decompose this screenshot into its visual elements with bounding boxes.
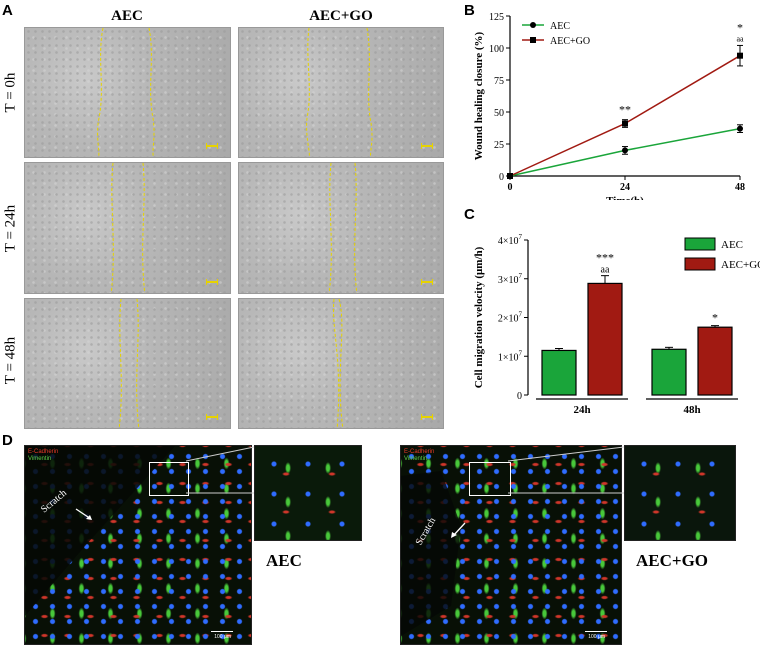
scratch-arrow-icon [75,508,92,520]
y-tick-label: 4×107 [498,233,523,247]
fluorescence-aec: E-Cadherin Vimentin Scratch 100 μm [24,445,252,645]
y-tick-label: 3×107 [498,272,523,286]
scale-bar-label: 100 μm [214,634,231,640]
caption-aec-go: AEC+GO [636,551,709,570]
legend-swatch [684,237,716,251]
significance-marker: aa [601,265,610,276]
column-header-aec: AEC [111,8,143,24]
x-tick-label: 24 [620,182,630,193]
panel-c-letter: C [464,206,475,223]
panel-b-letter: B [464,2,475,19]
caption-aec: AEC [266,551,302,570]
significance-marker: *** [596,251,614,265]
legend-marker [530,22,536,28]
row-header-0h: T = 0h [2,72,19,113]
x-tick-label: 48 [735,182,745,193]
y-tick-label: 100 [489,44,504,55]
significance-marker: * [712,311,718,325]
bar [587,282,623,396]
scratch-arrow-icon [451,522,466,538]
y-tick-label: 125 [489,12,504,23]
migration-velocity-chart: 0 1×107 2×107 3×107 4×107 Cell migration velo… [473,233,760,416]
x-tick-label: 48h [683,404,700,416]
panel-a-letter: A [2,2,13,19]
significance-marker: * [737,20,743,34]
legend-marker [530,37,536,43]
stain-label-vimentin: Vimentin [28,456,52,462]
zoom-box [469,462,511,496]
cell-staining-aec-zoom [255,446,361,540]
significance-marker: ** [619,103,631,117]
scale-bar [585,631,607,632]
bar [697,326,733,396]
data-point [507,173,513,179]
data-point [622,147,628,154]
micrograph-aec-24h [24,162,231,294]
panel-d-letter: D [2,432,13,449]
legend-label: AEC [721,239,743,251]
data-point [622,120,628,127]
row-header-24h: T = 24h [2,204,19,253]
x-tick-label: 24h [573,404,590,416]
wound-healing-chart: 0 25 50 75 100 125 0 24 48 Time(h) Wound healing c… [473,12,745,200]
significance-marker: aa [736,34,744,43]
scale-bar-label: 100 μm [588,634,605,640]
micrograph-aec-0h [24,27,231,158]
micrograph-aec-go-0h [238,27,444,158]
legend-label: AEC+GO [721,259,760,271]
x-tick-label: 0 [508,182,513,193]
bar [541,349,577,396]
y-tick-label: 0 [517,391,522,402]
scale-bar [211,631,233,632]
row-header-48h: T = 48h [2,336,19,385]
legend-swatch [684,257,716,271]
y-tick-label: 2×107 [498,311,523,325]
cell-staining-aec-go-zoom [625,446,735,540]
column-header-aec-go: AEC+GO [309,8,373,24]
stain-label-vimentin: Vimentin [404,456,428,462]
y-tick-label: 1×107 [498,349,523,363]
fluorescence-aec-go: E-Cadherin Vimentin Scratch 100 μm [400,445,622,645]
fluorescence-aec-go-zoom [624,445,736,541]
stain-label-ecadherin: E-Cadherin [404,449,435,455]
micrograph-aec-48h [24,298,231,429]
y-tick-label: 75 [494,76,504,87]
y-tick-label: 0 [499,172,504,183]
legend-label: AEC [550,21,570,32]
data-point [737,125,743,132]
micrograph-aec-go-24h [238,162,444,294]
data-point [737,52,743,59]
fluorescence-aec-zoom [254,445,362,541]
micrograph-aec-go-48h [238,298,444,429]
y-axis-label: Cell migration velocity (μm/h) [473,246,485,388]
y-tick-label: 50 [494,108,504,119]
x-axis-label: Time(h) [606,195,644,200]
y-tick-label: 25 [494,140,504,151]
zoom-box [149,462,189,496]
y-axis-label: Wound healing closure (%) [473,31,485,160]
bar [651,348,687,396]
legend-label: AEC+GO [550,36,590,47]
stain-label-ecadherin: E-Cadherin [28,449,59,455]
